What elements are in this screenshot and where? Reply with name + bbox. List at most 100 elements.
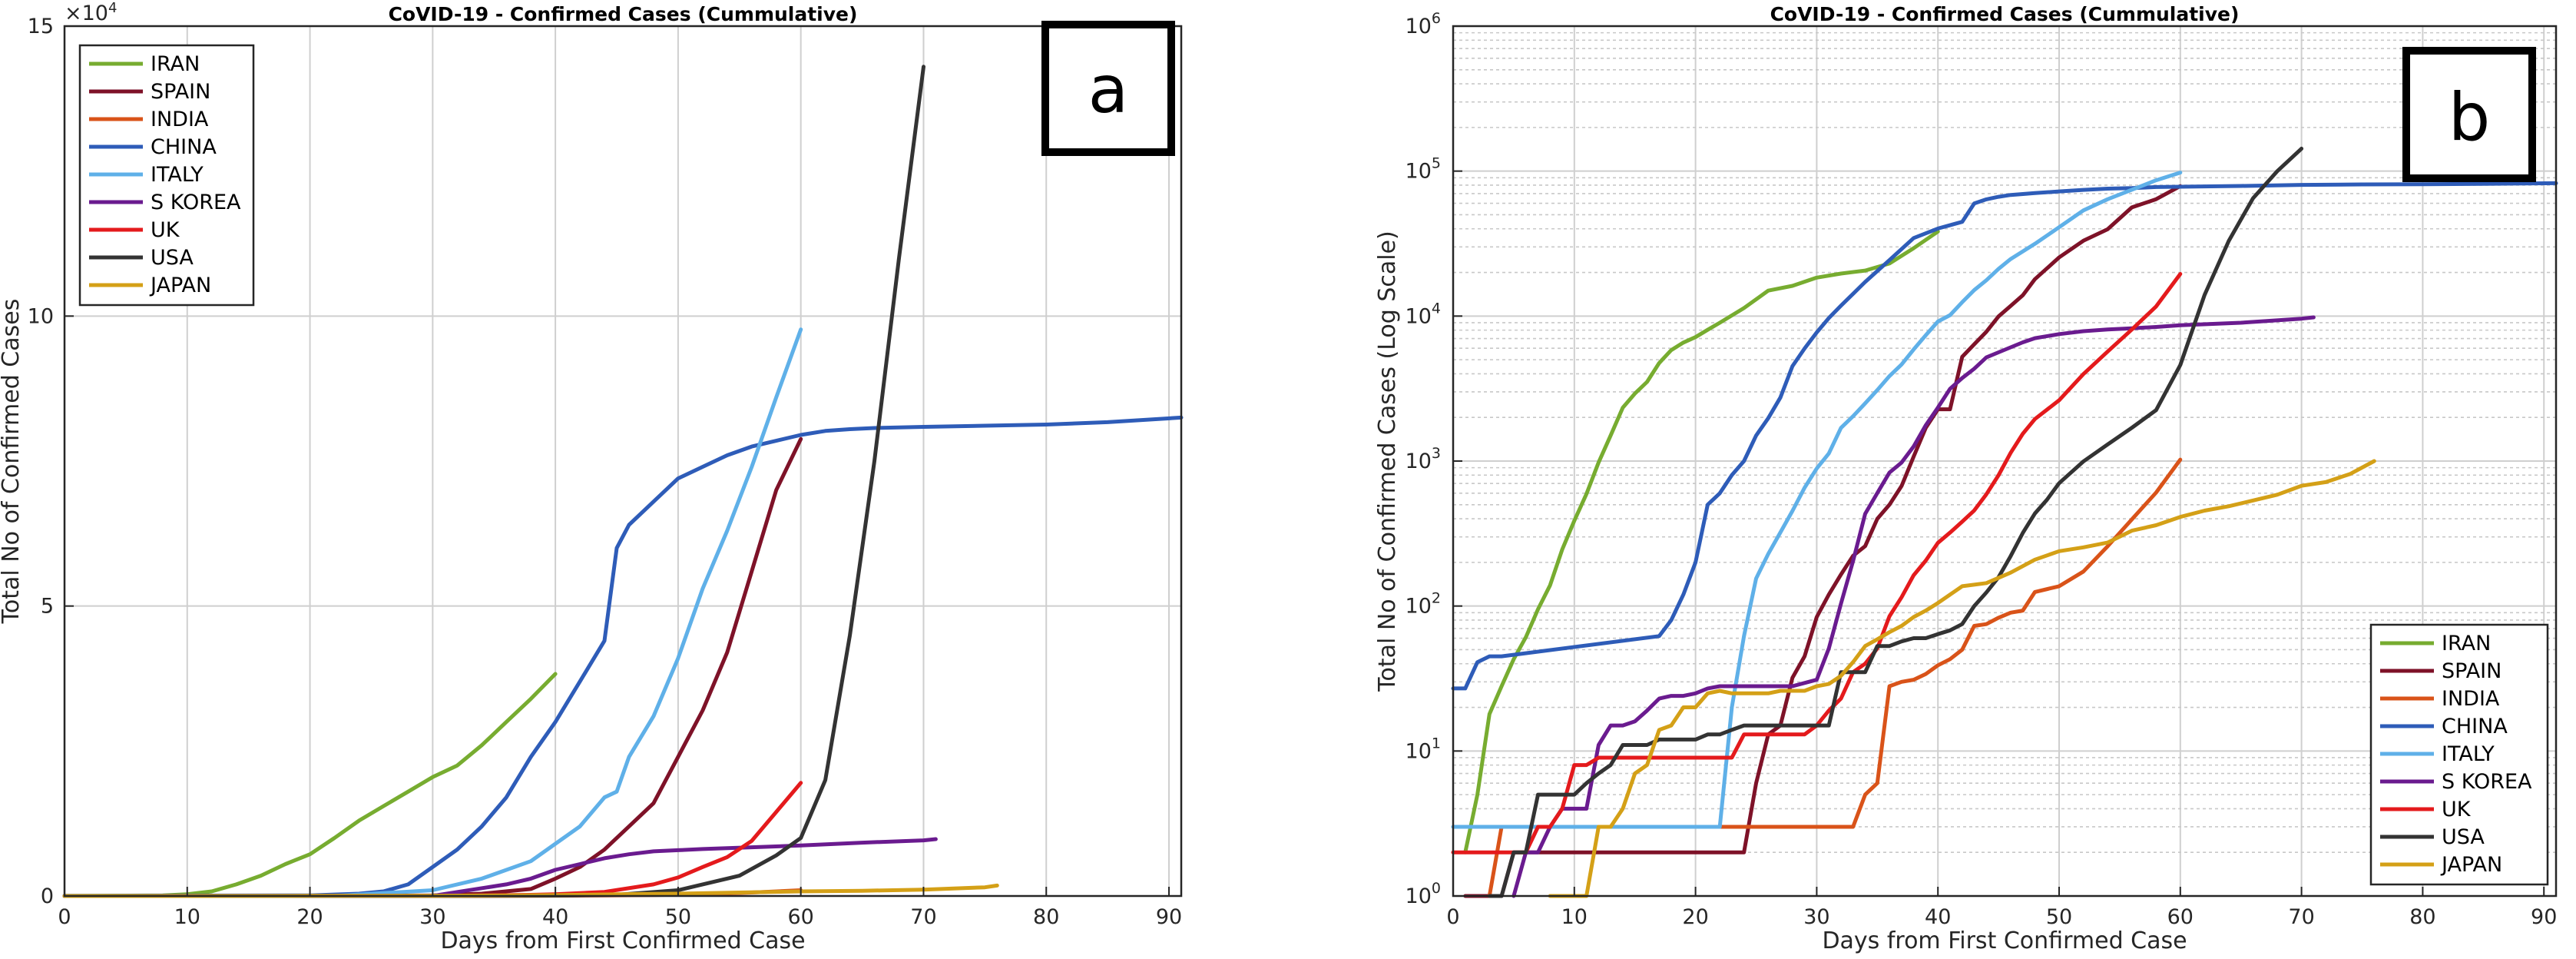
- ticks-a: 0 10 20 30 40 50 60 70 80 90 0 5 10 15: [28, 15, 1183, 929]
- panel-label-a: a: [1088, 51, 1129, 128]
- grid-a: [65, 26, 1181, 896]
- y-exponent-power-a: 4: [108, 0, 117, 16]
- legend-label-iran: IRAN: [151, 52, 200, 76]
- series-group-b: [1451, 146, 2558, 898]
- y-tick-label: 10: [28, 304, 54, 328]
- y-tick-base: 10: [1406, 739, 1432, 763]
- x-tick-label: 40: [1925, 905, 1951, 929]
- x-tick-label: 70: [910, 905, 936, 929]
- y-tick-base: 10: [1406, 450, 1432, 473]
- series-line-italy: [1451, 171, 2183, 829]
- x-tick-label: 30: [1803, 905, 1829, 929]
- x-tick-label: 0: [1446, 905, 1459, 929]
- panel-label-frame-b: [2402, 47, 2536, 182]
- y-tick-exponent: 3: [1432, 445, 1441, 462]
- x-axis-label-b: Days from First Confirmed Case: [1822, 927, 2187, 954]
- x-tick-label: 10: [1561, 905, 1588, 929]
- panel-label-b: b: [2449, 79, 2491, 156]
- y-tick-exponent: 6: [1432, 10, 1441, 27]
- x-tick-label: 60: [788, 905, 814, 929]
- series-line-usa: [1487, 146, 2304, 898]
- legend-label-iran: IRAN: [2442, 632, 2491, 655]
- y-tick-base: 10: [1406, 884, 1432, 908]
- panel-b: 0 10 20 30 40 50 60 70 80 90100101102103104105106…: [1374, 3, 2558, 954]
- series-line-uk: [1451, 272, 2183, 854]
- series-line-japan: [1548, 459, 2376, 898]
- x-tick-label: 70: [2288, 905, 2314, 929]
- panel-a: 0 10 20 30 40 50 60 70 80 90 0 5 10 15 CoVID-19 - Con…: [0, 0, 1184, 954]
- legend-label-spain: SPAIN: [2442, 659, 2502, 683]
- series-line-spain: [1463, 184, 2183, 898]
- series-line-india: [1487, 457, 2183, 898]
- y-tick-label: 102: [1406, 590, 1441, 619]
- y-tick-label: 101: [1406, 735, 1441, 763]
- series-line-s-korea: [62, 837, 938, 898]
- x-tick-label: 80: [2409, 905, 2435, 929]
- y-tick-base: 10: [1406, 304, 1432, 328]
- panel-label-box-a: a: [1041, 21, 1175, 156]
- series-line-iran: [62, 672, 558, 898]
- panel-label-frame-a: [1041, 21, 1175, 156]
- y-tick-label: 106: [1406, 10, 1441, 38]
- y-tick-base: 10: [1406, 160, 1432, 184]
- y-exponent-base-a: ×10: [65, 2, 108, 25]
- x-tick-label: 10: [174, 905, 200, 929]
- y-tick-label: 0: [41, 884, 54, 908]
- x-tick-label: 40: [542, 905, 568, 929]
- y-tick-base: 10: [1406, 15, 1432, 38]
- legend-label-uk: UK: [151, 218, 180, 242]
- panel-label-box-b: b: [2402, 47, 2536, 182]
- y-tick-label: 5: [41, 595, 54, 619]
- legend-label-usa: USA: [2442, 825, 2485, 849]
- x-tick-label: 60: [2167, 905, 2194, 929]
- legend-label-japan: JAPAN: [149, 274, 211, 297]
- x-tick-label: 90: [1156, 905, 1182, 929]
- x-tick-label: 20: [1682, 905, 1708, 929]
- y-tick-exponent: 5: [1432, 155, 1441, 172]
- legend-label-italy: ITALY: [2442, 742, 2495, 766]
- y-exponent-label-a: ×104: [65, 0, 117, 25]
- legend-label-usa: USA: [151, 246, 194, 270]
- x-tick-label: 20: [296, 905, 323, 929]
- x-tick-label: 50: [2046, 905, 2072, 929]
- y-tick-label: 15: [28, 15, 54, 38]
- series-line-italy: [62, 327, 803, 898]
- legend-a: IRAN SPAIN INDIA CHINA ITALY S KOREA UK USA JAPA…: [78, 44, 255, 307]
- x-tick-label: 50: [665, 905, 691, 929]
- legend-label-japan: JAPAN: [2440, 853, 2502, 877]
- legend-label-spain: SPAIN: [151, 80, 210, 104]
- x-axis-label-a: Days from First Confirmed Case: [440, 927, 805, 954]
- legend-b: IRAN SPAIN INDIA CHINA ITALY S KOREA UK USA JAPA…: [2369, 623, 2549, 886]
- legend-label-china: CHINA: [151, 135, 217, 159]
- y-tick-exponent: 1: [1432, 735, 1441, 752]
- x-tick-label: 90: [2531, 905, 2557, 929]
- series-line-china: [62, 415, 1184, 898]
- y-tick-label: 100: [1406, 880, 1441, 908]
- x-tick-label: 0: [58, 905, 71, 929]
- y-tick-label: 103: [1406, 445, 1441, 473]
- series-line-s-korea: [1511, 315, 2316, 898]
- legend-label-india: INDIA: [151, 108, 209, 131]
- y-tick-exponent: 0: [1432, 880, 1441, 897]
- y-tick-label: 104: [1406, 300, 1441, 328]
- series-line-iran: [1463, 229, 1940, 854]
- legend-label-uk: UK: [2442, 798, 2472, 821]
- legend-label-italy: ITALY: [151, 163, 204, 187]
- y-tick-base: 10: [1406, 595, 1432, 619]
- axis-box-a: [63, 25, 1183, 898]
- y-tick-exponent: 4: [1432, 300, 1441, 317]
- y-tick-exponent: 2: [1432, 590, 1441, 607]
- chart-title-a: CoVID-19 - Confirmed Cases (Cummulative): [389, 3, 858, 25]
- chart-title-b: CoVID-19 - Confirmed Cases (Cummulative): [1770, 3, 2240, 25]
- y-tick-label: 105: [1406, 155, 1441, 184]
- x-tick-label: 80: [1033, 905, 1059, 929]
- legend-label-india: INDIA: [2442, 687, 2500, 711]
- y-axis-label-a: Total No of Confirmed Cases: [0, 299, 25, 625]
- x-tick-label: 30: [419, 905, 445, 929]
- legend-label-china: CHINA: [2442, 715, 2508, 738]
- legend-label-s-korea: S KOREA: [2442, 770, 2532, 794]
- series-line-china: [1451, 181, 2558, 691]
- legend-label-s-korea: S KOREA: [151, 191, 241, 214]
